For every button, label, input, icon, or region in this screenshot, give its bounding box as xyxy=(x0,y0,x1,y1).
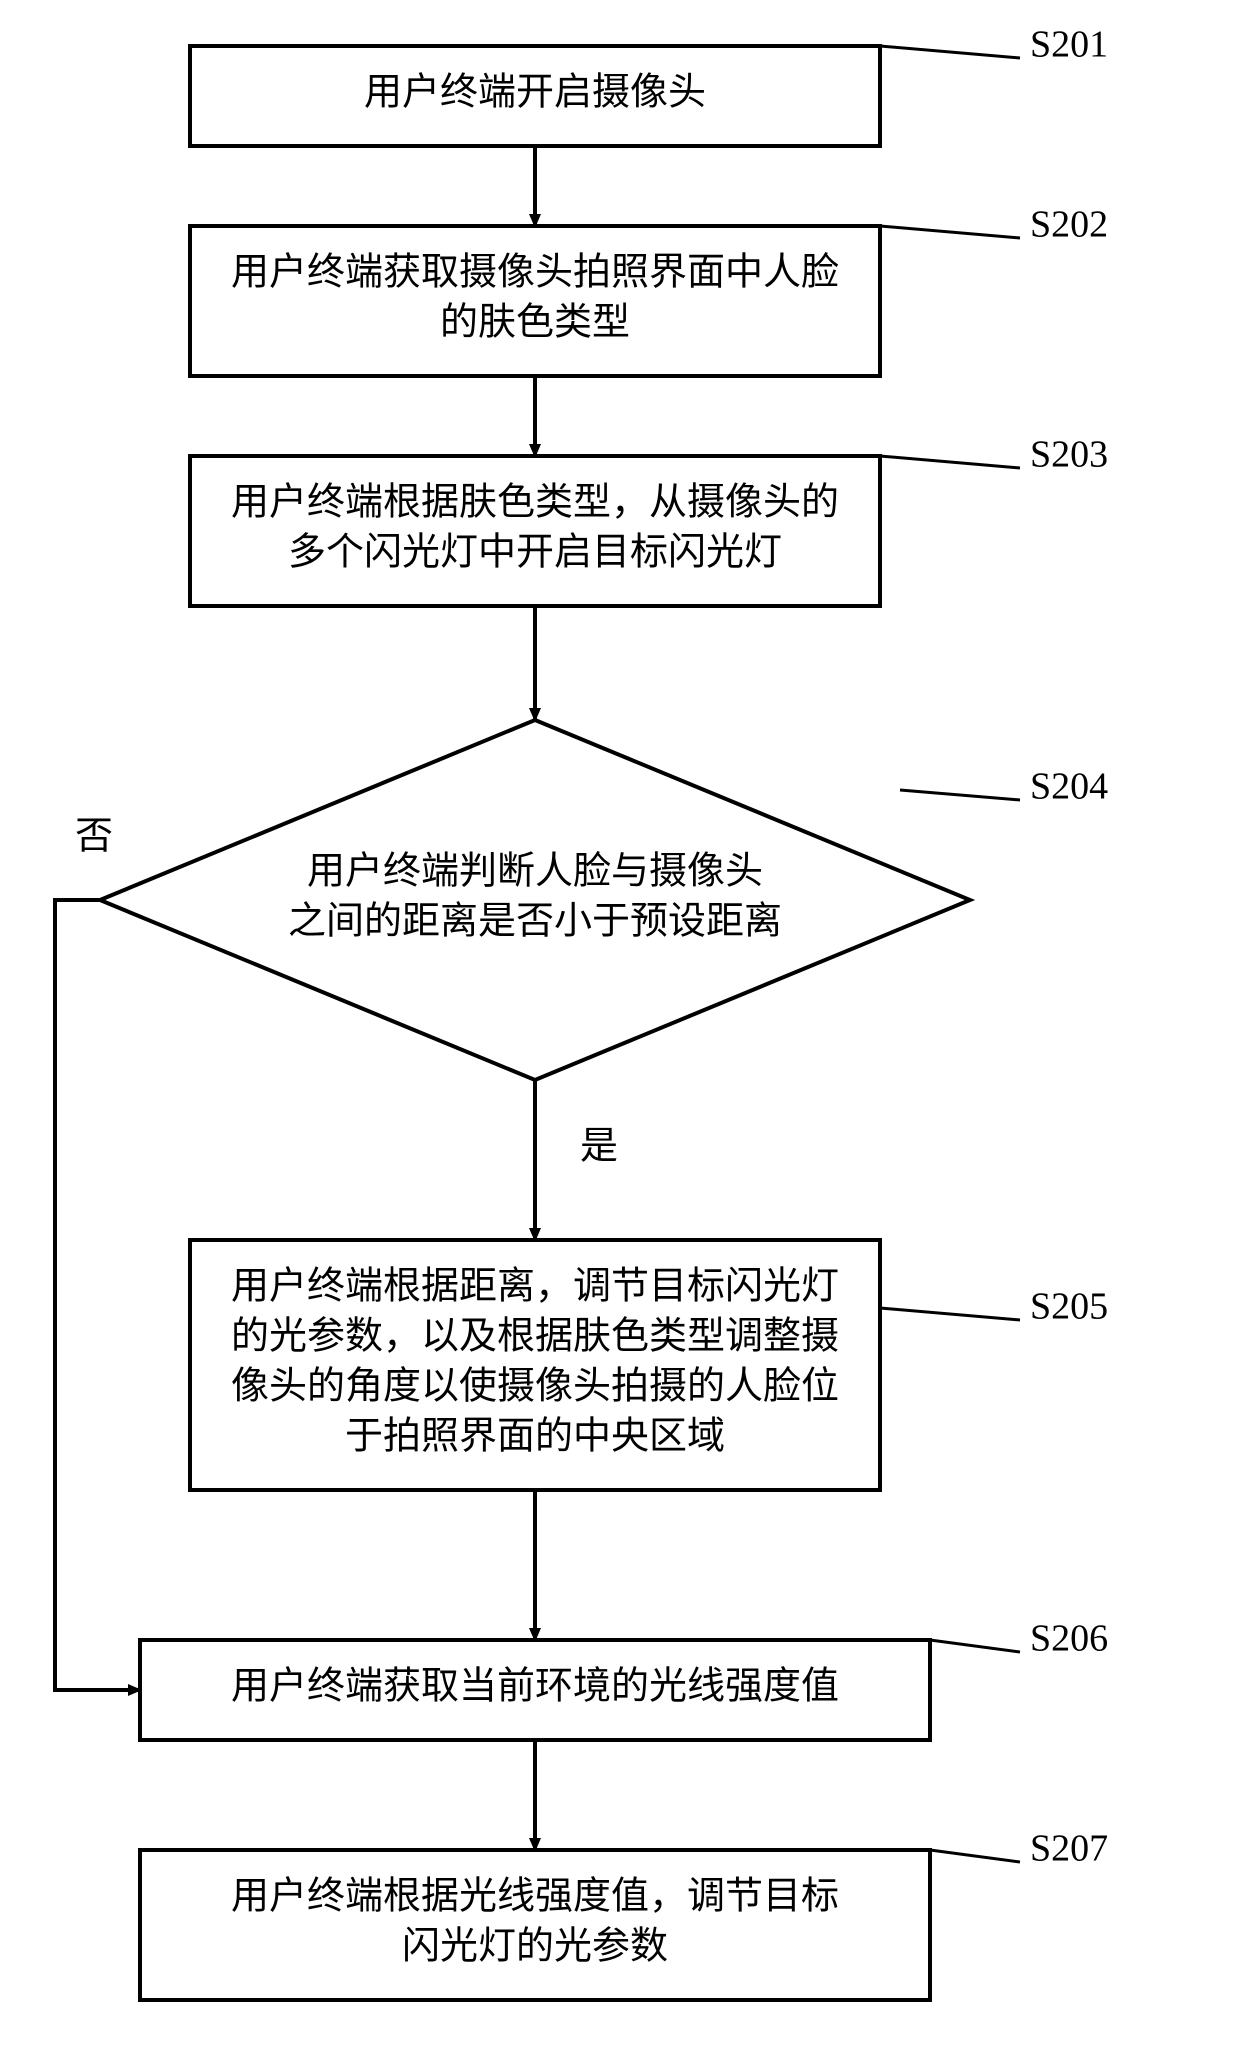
flow-edge-label-4: 是 xyxy=(580,1126,618,1168)
flow-node-text-n7: 闪光灯的光参数 xyxy=(402,1926,668,1968)
flowchart-canvas: 用户终端开启摄像头用户终端获取摄像头拍照界面中人脸的肤色类型用户终端根据肤色类型… xyxy=(0,0,1240,2057)
step-label-s5: S205 xyxy=(1030,1286,1108,1328)
flow-node-text-n2: 用户终端获取摄像头拍照界面中人脸 xyxy=(231,252,839,294)
flow-node-text-n1: 用户终端开启摄像头 xyxy=(364,72,706,114)
step-leader-s4 xyxy=(900,790,1020,800)
flow-node-text-n6: 用户终端获取当前环境的光线强度值 xyxy=(231,1666,839,1708)
step-label-s1: S201 xyxy=(1030,24,1108,66)
step-label-s6: S206 xyxy=(1030,1618,1108,1660)
step-leader-s7 xyxy=(930,1850,1020,1862)
flow-node-text-n3: 用户终端根据肤色类型，从摄像头的 xyxy=(231,482,839,524)
step-label-s7: S207 xyxy=(1030,1828,1108,1870)
flow-node-text-n5: 于拍照界面的中央区域 xyxy=(345,1416,725,1458)
flow-edge-7 xyxy=(55,900,140,1690)
step-label-s3: S203 xyxy=(1030,434,1108,476)
step-leader-s1 xyxy=(880,46,1020,58)
flow-node-text-n5: 的光参数，以及根据肤色类型调整摄 xyxy=(231,1316,839,1358)
step-leader-s3 xyxy=(880,456,1020,468)
flow-edge-label-7: 否 xyxy=(75,816,113,858)
flow-node-text-n2: 的肤色类型 xyxy=(440,302,630,344)
flow-node-text-n7: 用户终端根据光线强度值，调节目标 xyxy=(231,1876,839,1918)
step-leader-s2 xyxy=(880,226,1020,238)
flow-node-text-n3: 多个闪光灯中开启目标闪光灯 xyxy=(288,532,782,574)
step-leader-s6 xyxy=(930,1640,1020,1652)
flow-decision-text-n4: 用户终端判断人脸与摄像头 xyxy=(307,851,763,893)
flow-decision-text-n4: 之间的距离是否小于预设距离 xyxy=(288,901,782,943)
step-leader-s5 xyxy=(880,1308,1020,1320)
step-label-s4: S204 xyxy=(1030,766,1108,808)
flow-node-text-n5: 用户终端根据距离，调节目标闪光灯 xyxy=(231,1266,839,1308)
step-label-s2: S202 xyxy=(1030,204,1108,246)
flow-node-text-n5: 像头的角度以使摄像头拍摄的人脸位 xyxy=(231,1366,839,1408)
